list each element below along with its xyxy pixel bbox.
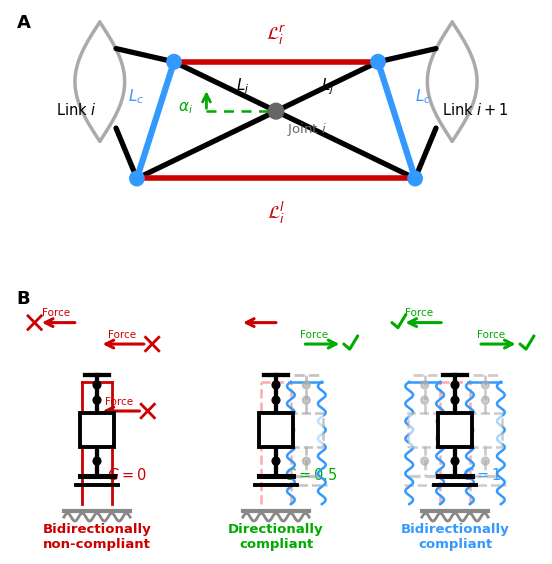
Text: Force: Force — [108, 330, 136, 340]
Text: $L_j$: $L_j$ — [236, 76, 250, 97]
Circle shape — [272, 396, 280, 404]
Text: Force: Force — [405, 308, 433, 318]
Text: $\alpha_i$: $\alpha_i$ — [178, 100, 193, 116]
Circle shape — [481, 381, 489, 389]
Text: Force: Force — [105, 397, 134, 407]
Text: A: A — [17, 14, 30, 32]
FancyBboxPatch shape — [438, 413, 472, 447]
Circle shape — [302, 381, 310, 389]
Text: Link $i$: Link $i$ — [56, 102, 97, 117]
FancyBboxPatch shape — [290, 413, 323, 447]
Text: $\mathcal{L}_i^l$: $\mathcal{L}_i^l$ — [267, 200, 285, 226]
FancyBboxPatch shape — [469, 413, 502, 447]
Circle shape — [272, 381, 280, 389]
Circle shape — [93, 457, 101, 465]
FancyBboxPatch shape — [80, 413, 114, 447]
Text: Joint $i$: Joint $i$ — [287, 121, 327, 138]
Circle shape — [167, 55, 181, 69]
Circle shape — [481, 396, 489, 404]
Circle shape — [371, 55, 385, 69]
Circle shape — [130, 171, 144, 186]
Text: $G = 0$: $G = 0$ — [107, 468, 147, 483]
Circle shape — [272, 457, 280, 465]
Circle shape — [93, 381, 101, 389]
Circle shape — [302, 396, 310, 404]
Circle shape — [302, 457, 310, 465]
Text: Bidirectionally
non-compliant: Bidirectionally non-compliant — [43, 523, 151, 551]
Circle shape — [268, 103, 284, 119]
Circle shape — [451, 381, 459, 389]
Text: B: B — [17, 290, 30, 309]
Text: $L_c$: $L_c$ — [415, 87, 431, 105]
Text: $\mathcal{L}_i^r$: $\mathcal{L}_i^r$ — [266, 24, 286, 47]
Circle shape — [408, 171, 422, 186]
Text: Bidirectionally
compliant: Bidirectionally compliant — [401, 523, 509, 551]
Circle shape — [451, 457, 459, 465]
Circle shape — [421, 396, 428, 404]
Circle shape — [481, 457, 489, 465]
Text: Force: Force — [42, 308, 70, 318]
Circle shape — [421, 381, 428, 389]
Text: Force: Force — [477, 330, 505, 340]
FancyBboxPatch shape — [259, 413, 293, 447]
Text: Directionally
compliant: Directionally compliant — [228, 523, 324, 551]
Text: Link $i+1$: Link $i+1$ — [442, 102, 508, 117]
Circle shape — [93, 396, 101, 404]
Circle shape — [421, 457, 428, 465]
FancyBboxPatch shape — [408, 413, 442, 447]
Circle shape — [451, 396, 459, 404]
Text: $L_j$: $L_j$ — [321, 76, 335, 97]
Text: $G = 0.5$: $G = 0.5$ — [284, 468, 337, 483]
Text: $G = 1$: $G = 1$ — [461, 468, 501, 483]
Text: Force: Force — [300, 330, 328, 340]
Text: $L_c$: $L_c$ — [128, 87, 144, 105]
